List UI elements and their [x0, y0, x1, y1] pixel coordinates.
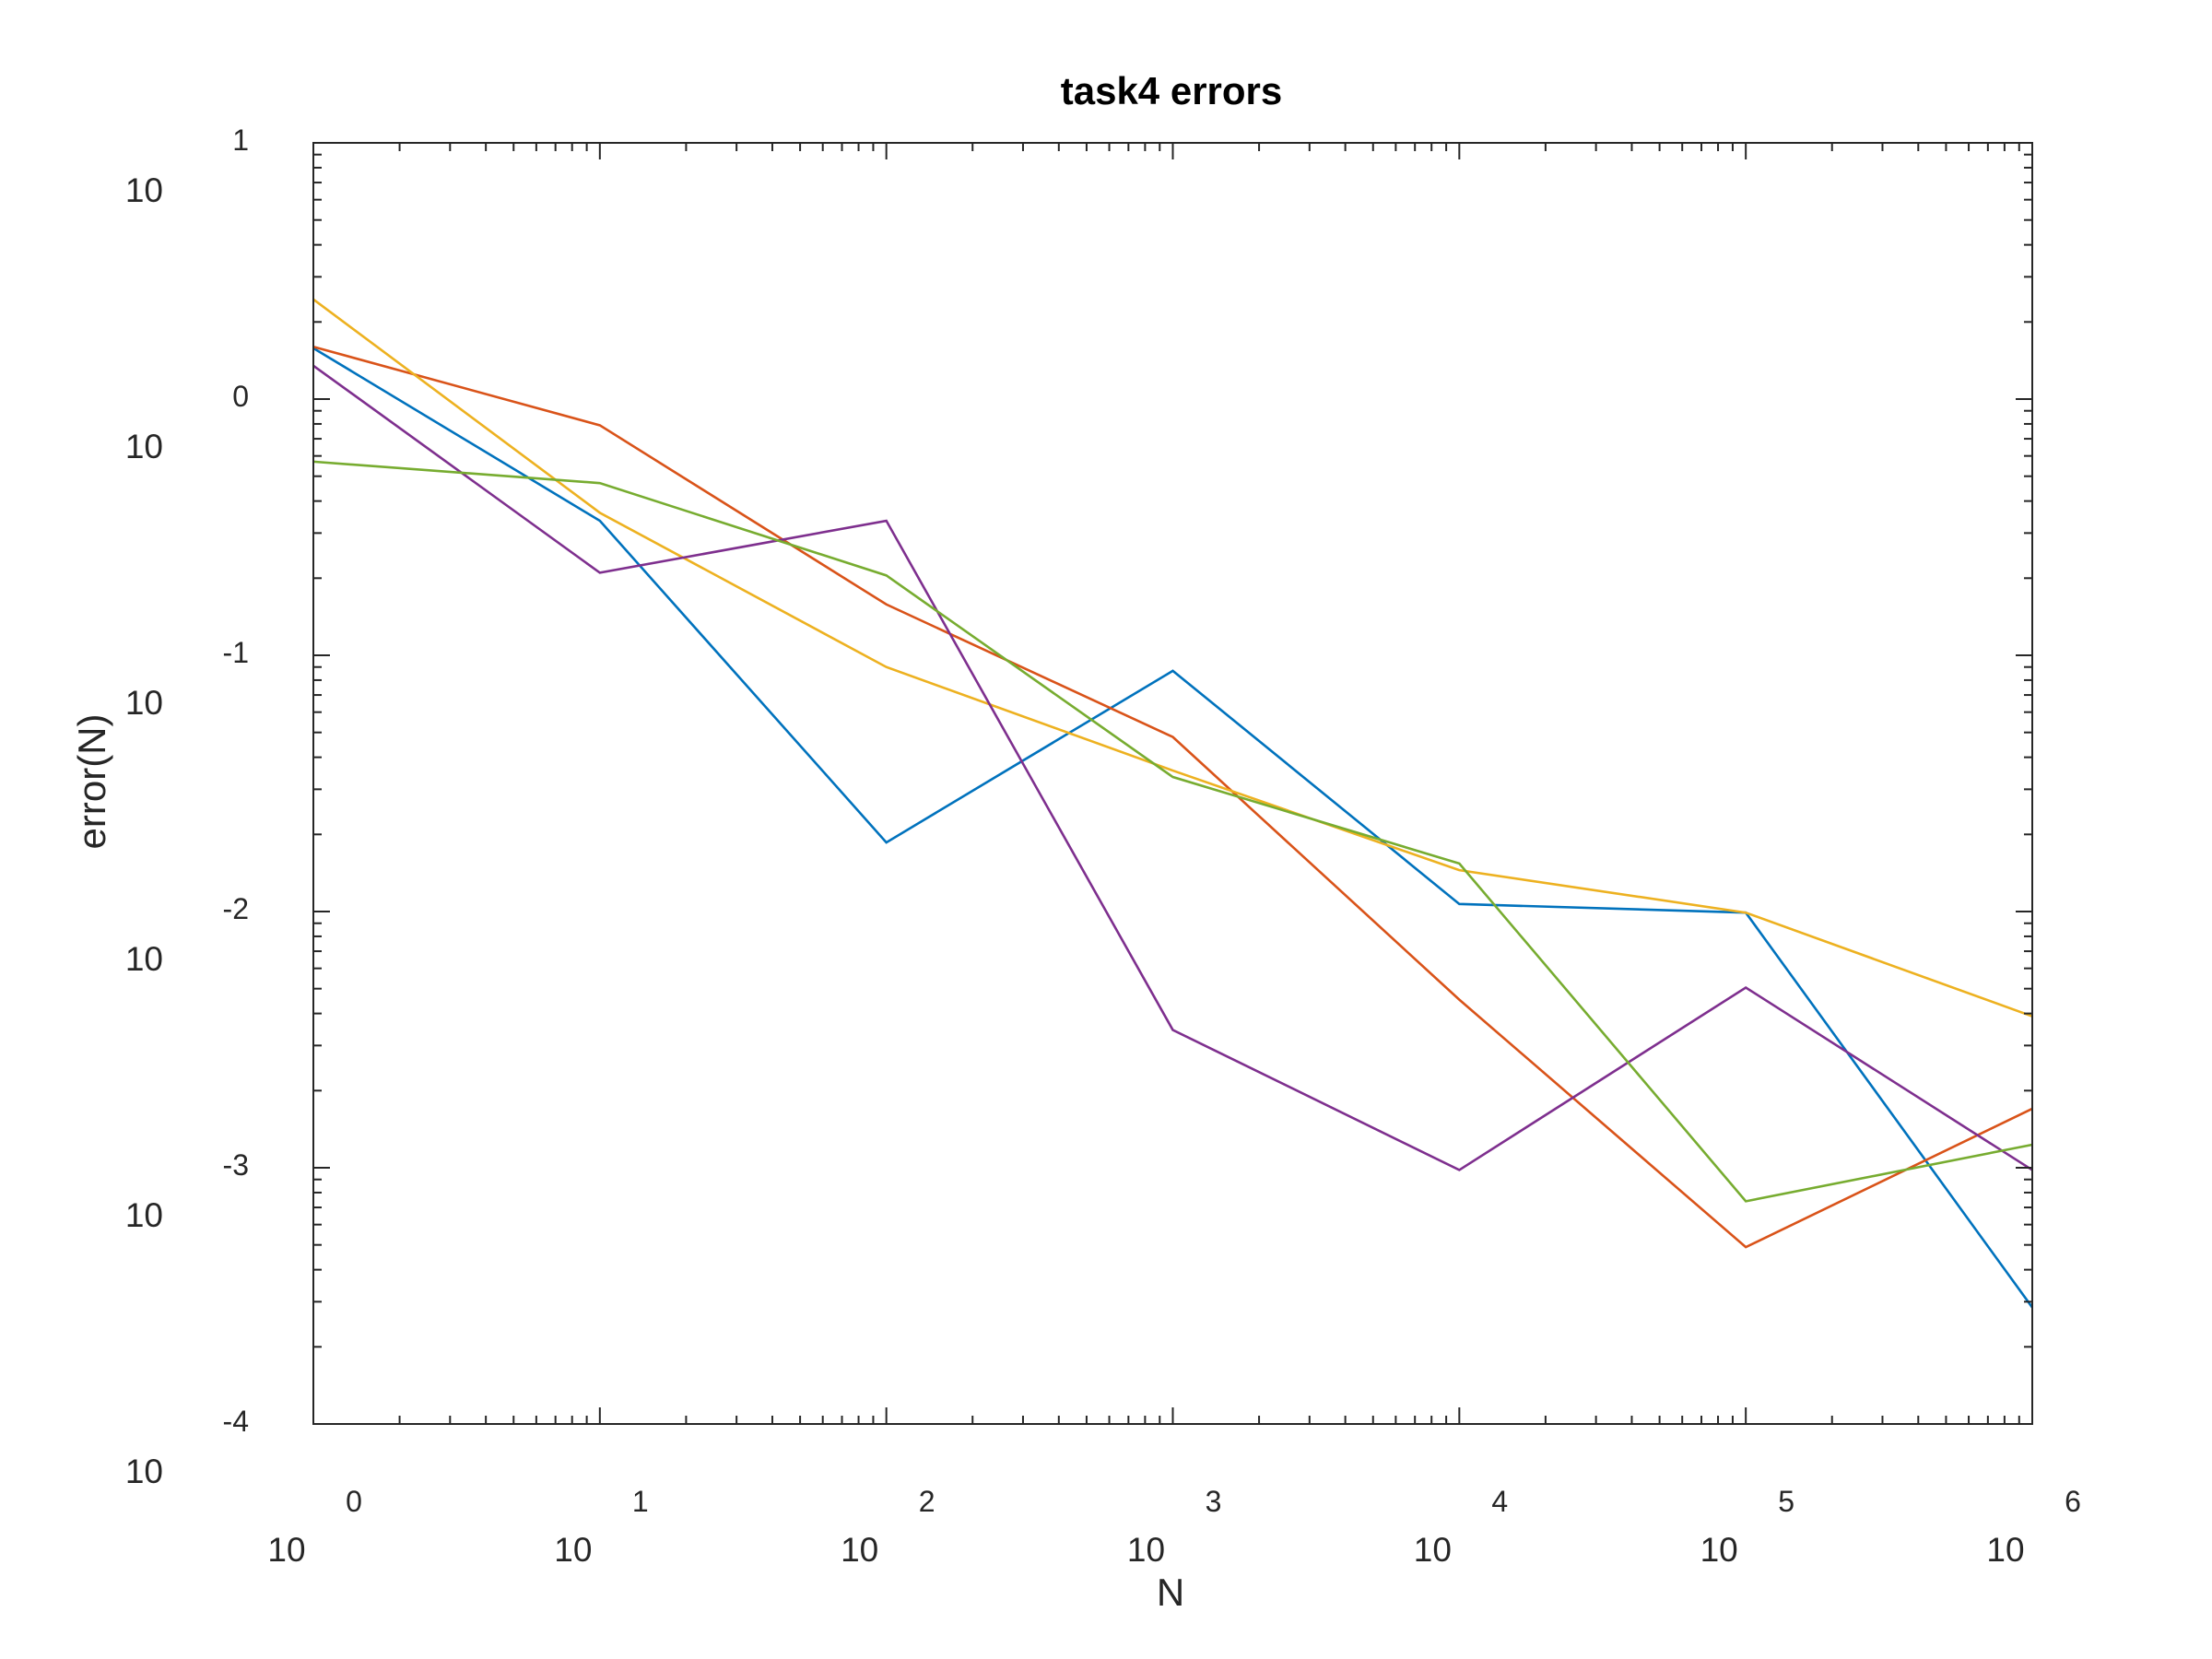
x-tick-exponent: 3 — [1206, 1485, 1222, 1518]
y-tick-label: 10 -2 — [125, 892, 249, 978]
x-axis-label: N — [1157, 1571, 1184, 1614]
x-tick-label: 10 3 — [1127, 1485, 1221, 1569]
x-tick-label: 10 5 — [1700, 1485, 1794, 1569]
y-tick-base: 10 — [125, 940, 163, 978]
y-tick-exponent: 1 — [232, 124, 249, 157]
y-tick-label: 10 -3 — [125, 1148, 249, 1234]
x-tick-label: 10 4 — [1414, 1485, 1508, 1569]
x-tick-base: 10 — [1127, 1531, 1165, 1569]
series-line-3 — [312, 298, 2033, 1018]
x-tick-exponent: 4 — [1491, 1485, 1508, 1518]
y-tick-base: 10 — [125, 1196, 163, 1234]
plot-area — [312, 142, 2034, 1425]
y-tick-label: 10 -4 — [125, 1405, 249, 1490]
x-tick-base: 10 — [1986, 1531, 2024, 1569]
y-tick-base: 10 — [125, 1453, 163, 1490]
y-tick-exponent: -1 — [223, 636, 249, 669]
y-tick-base: 10 — [125, 171, 163, 209]
x-tick-base: 10 — [267, 1531, 305, 1569]
plot-frame — [312, 142, 2033, 1425]
y-tick-label: 10 0 — [125, 380, 249, 465]
y-tick-exponent: 0 — [232, 380, 249, 413]
series-line-4 — [312, 364, 2033, 1171]
x-tick-exponent: 6 — [2065, 1485, 2081, 1518]
x-tick-base: 10 — [1414, 1531, 1452, 1569]
x-tick-base: 10 — [554, 1531, 592, 1569]
y-axis-label: error(N) — [70, 714, 113, 850]
y-tick-label: 10 1 — [125, 124, 249, 209]
series-line-5 — [312, 460, 2033, 1203]
x-tick-label: 10 6 — [1986, 1485, 2080, 1569]
y-tick-exponent: -4 — [223, 1405, 249, 1438]
x-tick-label: 10 1 — [554, 1485, 648, 1569]
y-tick-exponent: -2 — [223, 892, 249, 925]
x-tick-base: 10 — [1700, 1531, 1738, 1569]
x-tick-base: 10 — [841, 1531, 878, 1569]
x-tick-labels: 10 0 10 1 10 2 10 3 10 4 10 5 10 6 — [267, 1485, 2080, 1569]
tick-marks — [312, 142, 2033, 1425]
y-tick-base: 10 — [125, 428, 163, 465]
x-tick-exponent: 1 — [632, 1485, 649, 1518]
x-tick-label: 10 2 — [841, 1485, 935, 1569]
y-tick-label: 10 -1 — [125, 636, 249, 722]
x-tick-exponent: 5 — [1778, 1485, 1794, 1518]
x-tick-exponent: 0 — [346, 1485, 362, 1518]
chart-title: task4 errors — [1061, 69, 1283, 112]
y-tick-base: 10 — [125, 684, 163, 722]
series-line-2 — [312, 345, 2033, 1249]
x-tick-exponent: 2 — [919, 1485, 935, 1518]
series-layer — [312, 298, 2034, 1309]
x-tick-label: 10 0 — [267, 1485, 361, 1569]
y-tick-exponent: -3 — [223, 1148, 249, 1182]
y-tick-labels: 10 -4 10 -3 10 -2 10 -1 10 0 10 1 — [125, 124, 249, 1490]
